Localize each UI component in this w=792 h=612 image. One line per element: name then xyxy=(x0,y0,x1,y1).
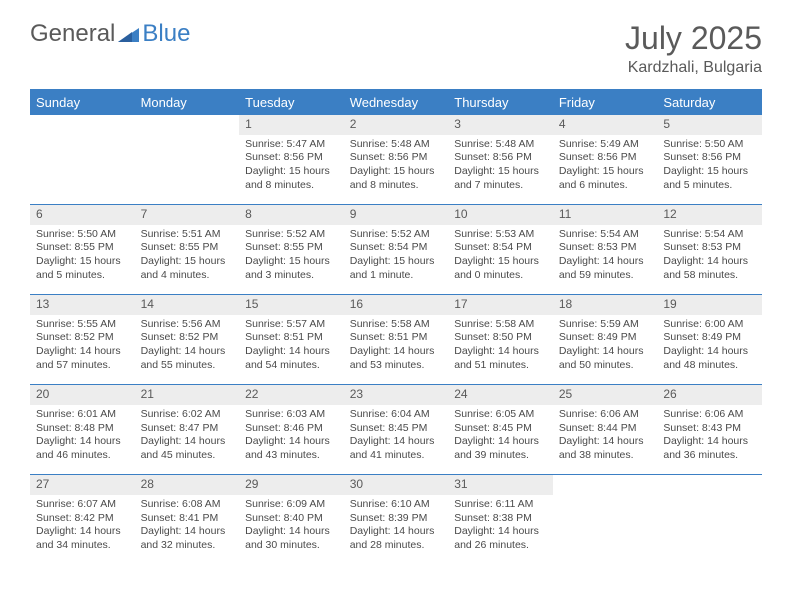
daynum-row: 2728293031 xyxy=(30,475,762,495)
dayhead-thu: Thursday xyxy=(448,90,553,115)
daynum-row: 6789101112 xyxy=(30,205,762,225)
dayhead-sun: Sunday xyxy=(30,90,135,115)
day-number: 5 xyxy=(657,115,762,135)
dayhead-tue: Tuesday xyxy=(239,90,344,115)
day-number: 2 xyxy=(344,115,449,135)
day-number: 8 xyxy=(239,205,344,225)
day-number: 7 xyxy=(135,205,240,225)
day-content: Sunrise: 5:52 AM Sunset: 8:54 PM Dayligh… xyxy=(344,225,449,295)
dayhead-wed: Wednesday xyxy=(344,90,449,115)
day-content: Sunrise: 6:04 AM Sunset: 8:45 PM Dayligh… xyxy=(344,405,449,475)
logo-text-1: General xyxy=(30,20,115,48)
day-number: 31 xyxy=(448,475,553,495)
dayhead-fri: Friday xyxy=(553,90,658,115)
day-content: Sunrise: 6:00 AM Sunset: 8:49 PM Dayligh… xyxy=(657,315,762,385)
day-content xyxy=(553,495,658,565)
day-number: 30 xyxy=(344,475,449,495)
day-number: 22 xyxy=(239,385,344,405)
day-content: Sunrise: 5:54 AM Sunset: 8:53 PM Dayligh… xyxy=(657,225,762,295)
day-number: 26 xyxy=(657,385,762,405)
day-content: Sunrise: 5:59 AM Sunset: 8:49 PM Dayligh… xyxy=(553,315,658,385)
day-number xyxy=(657,475,762,495)
daynum-row: 20212223242526 xyxy=(30,385,762,405)
month-title: July 2025 xyxy=(625,20,762,57)
day-content: Sunrise: 5:48 AM Sunset: 8:56 PM Dayligh… xyxy=(448,135,553,205)
day-content xyxy=(30,135,135,205)
day-number xyxy=(553,475,658,495)
day-content: Sunrise: 5:51 AM Sunset: 8:55 PM Dayligh… xyxy=(135,225,240,295)
title-block: July 2025 Kardzhali, Bulgaria xyxy=(625,20,762,77)
day-content: Sunrise: 6:03 AM Sunset: 8:46 PM Dayligh… xyxy=(239,405,344,475)
day-number: 28 xyxy=(135,475,240,495)
day-number: 29 xyxy=(239,475,344,495)
day-content: Sunrise: 5:57 AM Sunset: 8:51 PM Dayligh… xyxy=(239,315,344,385)
day-number: 15 xyxy=(239,295,344,315)
header: General Blue July 2025 Kardzhali, Bulgar… xyxy=(30,20,762,77)
day-content: Sunrise: 5:56 AM Sunset: 8:52 PM Dayligh… xyxy=(135,315,240,385)
day-content: Sunrise: 6:06 AM Sunset: 8:44 PM Dayligh… xyxy=(553,405,658,475)
day-number: 14 xyxy=(135,295,240,315)
day-content: Sunrise: 5:48 AM Sunset: 8:56 PM Dayligh… xyxy=(344,135,449,205)
day-content-row: Sunrise: 6:01 AM Sunset: 8:48 PM Dayligh… xyxy=(30,405,762,475)
dayhead-sat: Saturday xyxy=(657,90,762,115)
day-content: Sunrise: 6:02 AM Sunset: 8:47 PM Dayligh… xyxy=(135,405,240,475)
day-number: 24 xyxy=(448,385,553,405)
day-content: Sunrise: 6:01 AM Sunset: 8:48 PM Dayligh… xyxy=(30,405,135,475)
day-content: Sunrise: 5:54 AM Sunset: 8:53 PM Dayligh… xyxy=(553,225,658,295)
day-content: Sunrise: 5:58 AM Sunset: 8:50 PM Dayligh… xyxy=(448,315,553,385)
day-content: Sunrise: 6:08 AM Sunset: 8:41 PM Dayligh… xyxy=(135,495,240,565)
day-number: 19 xyxy=(657,295,762,315)
logo: General Blue xyxy=(30,20,190,48)
day-number: 9 xyxy=(344,205,449,225)
day-content: Sunrise: 6:11 AM Sunset: 8:38 PM Dayligh… xyxy=(448,495,553,565)
day-number: 6 xyxy=(30,205,135,225)
day-number: 4 xyxy=(553,115,658,135)
location: Kardzhali, Bulgaria xyxy=(625,59,762,77)
day-content-row: Sunrise: 5:47 AM Sunset: 8:56 PM Dayligh… xyxy=(30,135,762,205)
day-number: 11 xyxy=(553,205,658,225)
day-number: 1 xyxy=(239,115,344,135)
day-number: 25 xyxy=(553,385,658,405)
day-content: Sunrise: 5:53 AM Sunset: 8:54 PM Dayligh… xyxy=(448,225,553,295)
dayhead-mon: Monday xyxy=(135,90,240,115)
logo-text-2: Blue xyxy=(142,20,190,48)
day-number xyxy=(135,115,240,135)
daynum-row: 12345 xyxy=(30,115,762,135)
day-number: 17 xyxy=(448,295,553,315)
day-content xyxy=(135,135,240,205)
day-number: 10 xyxy=(448,205,553,225)
day-content: Sunrise: 6:06 AM Sunset: 8:43 PM Dayligh… xyxy=(657,405,762,475)
day-content: Sunrise: 6:05 AM Sunset: 8:45 PM Dayligh… xyxy=(448,405,553,475)
day-number: 18 xyxy=(553,295,658,315)
day-content: Sunrise: 5:50 AM Sunset: 8:56 PM Dayligh… xyxy=(657,135,762,205)
day-content-row: Sunrise: 6:07 AM Sunset: 8:42 PM Dayligh… xyxy=(30,495,762,565)
day-content: Sunrise: 6:07 AM Sunset: 8:42 PM Dayligh… xyxy=(30,495,135,565)
logo-icon xyxy=(118,25,140,43)
day-number: 13 xyxy=(30,295,135,315)
day-content: Sunrise: 5:47 AM Sunset: 8:56 PM Dayligh… xyxy=(239,135,344,205)
day-number: 12 xyxy=(657,205,762,225)
day-number: 20 xyxy=(30,385,135,405)
day-number: 16 xyxy=(344,295,449,315)
day-header-row: Sunday Monday Tuesday Wednesday Thursday… xyxy=(30,90,762,115)
day-number: 27 xyxy=(30,475,135,495)
day-content: Sunrise: 6:10 AM Sunset: 8:39 PM Dayligh… xyxy=(344,495,449,565)
day-content: Sunrise: 6:09 AM Sunset: 8:40 PM Dayligh… xyxy=(239,495,344,565)
day-content-row: Sunrise: 5:55 AM Sunset: 8:52 PM Dayligh… xyxy=(30,315,762,385)
day-content: Sunrise: 5:55 AM Sunset: 8:52 PM Dayligh… xyxy=(30,315,135,385)
day-content: Sunrise: 5:52 AM Sunset: 8:55 PM Dayligh… xyxy=(239,225,344,295)
day-content: Sunrise: 5:58 AM Sunset: 8:51 PM Dayligh… xyxy=(344,315,449,385)
day-number: 21 xyxy=(135,385,240,405)
day-number: 3 xyxy=(448,115,553,135)
day-content-row: Sunrise: 5:50 AM Sunset: 8:55 PM Dayligh… xyxy=(30,225,762,295)
day-number: 23 xyxy=(344,385,449,405)
day-number xyxy=(30,115,135,135)
day-content: Sunrise: 5:50 AM Sunset: 8:55 PM Dayligh… xyxy=(30,225,135,295)
day-content xyxy=(657,495,762,565)
daynum-row: 13141516171819 xyxy=(30,295,762,315)
day-content: Sunrise: 5:49 AM Sunset: 8:56 PM Dayligh… xyxy=(553,135,658,205)
calendar-table: Sunday Monday Tuesday Wednesday Thursday… xyxy=(30,89,762,565)
